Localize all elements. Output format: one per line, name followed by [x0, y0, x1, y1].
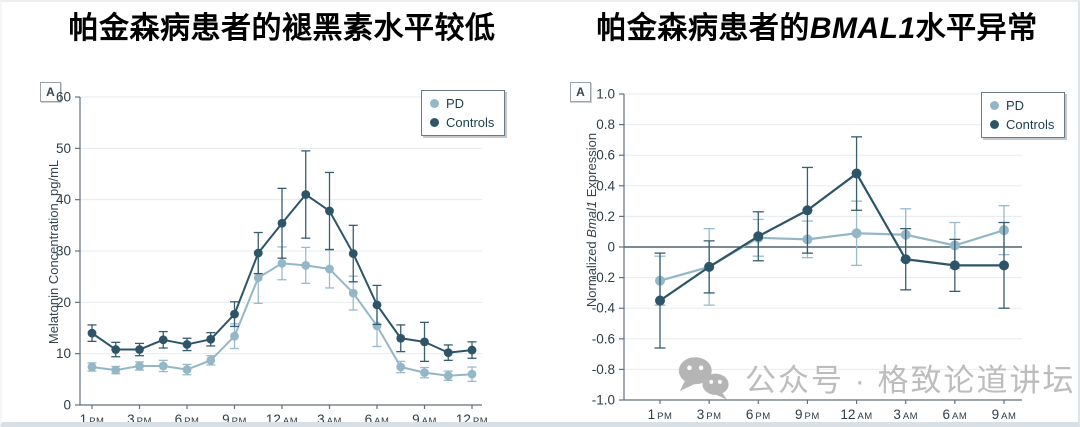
svg-text:3PM: 3 PM	[127, 412, 152, 427]
legend-marker-controls	[430, 118, 439, 127]
svg-text:0: 0	[607, 240, 615, 255]
svg-text:10: 10	[56, 346, 71, 361]
svg-text:40: 40	[56, 192, 71, 207]
legend-label: Controls	[1006, 117, 1055, 132]
svg-text:6AM: 6 AM	[365, 412, 390, 427]
right-chart-title: 帕金森病患者的BMAL1水平异常	[577, 10, 1057, 48]
svg-text:0.2: 0.2	[596, 209, 615, 224]
pd-series	[87, 246, 477, 383]
x-tick-labels: 1 PM 3 PM 6 PM 9 PM 12 AM 3 AM 6 AM 9 AM 12 PM	[80, 412, 488, 427]
bmal1-chart: -1.0 -0.8 -0.6 -0.4 -0.2 0 0.2 0.4 0.6 0.8 1.0 1 PM 3…	[592, 87, 1022, 422]
svg-text:0.4: 0.4	[596, 178, 615, 193]
legend-item-pd: PD	[430, 96, 494, 111]
svg-text:-0.8: -0.8	[592, 362, 615, 377]
legend-label: PD	[1006, 98, 1025, 113]
svg-text:-0.2: -0.2	[592, 270, 615, 285]
svg-text:3AM: 3 AM	[317, 412, 342, 427]
svg-text:-0.6: -0.6	[592, 331, 615, 346]
svg-text:6PM: 6 PM	[746, 407, 771, 422]
svg-text:-1.0: -1.0	[592, 393, 615, 408]
svg-text:1PM: 1 PM	[648, 407, 673, 422]
right-chart-legend: PD Controls	[981, 92, 1066, 138]
panel-label-a-right: A	[570, 82, 591, 102]
legend-label: PD	[446, 96, 465, 111]
svg-text:0: 0	[63, 398, 71, 413]
svg-text:6AM: 6 AM	[942, 407, 967, 422]
legend-marker-controls	[990, 120, 999, 129]
svg-text:-0.4: -0.4	[592, 301, 616, 316]
right-chart-title-prefix: 帕金森病患者的	[596, 12, 810, 45]
melatonin-chart: 0 10 20 30 40 50 60 1 PM 3 PM 6 PM 9 PM 12 AM 3 AM 6 AM 9 AM 12…	[56, 90, 488, 427]
svg-text:9AM: 9 AM	[412, 412, 437, 427]
svg-text:0.6: 0.6	[596, 148, 615, 163]
gridlines	[80, 96, 482, 355]
svg-text:0.8: 0.8	[596, 117, 615, 132]
svg-text:9PM: 9 PM	[222, 412, 247, 427]
legend-item-controls: Controls	[430, 115, 494, 130]
svg-text:50: 50	[56, 141, 71, 156]
svg-text:3PM: 3 PM	[697, 407, 722, 422]
controls-series	[654, 136, 1010, 349]
legend-item-pd: PD	[990, 98, 1054, 113]
right-chart-title-gene: BMAL1	[809, 12, 916, 45]
svg-text:30: 30	[56, 244, 71, 259]
right-chart-title-suffix: 水平异常	[915, 12, 1038, 45]
left-chart-legend: PD Controls	[421, 90, 506, 136]
y-tick-labels: -1.0 -0.8 -0.6 -0.4 -0.2 0 0.2 0.4 0.6 0.8 1.0	[592, 87, 616, 408]
axes	[75, 96, 482, 409]
svg-text:60: 60	[56, 90, 71, 105]
left-chart-title: 帕金森病患者的褪黑素水平较低	[42, 10, 522, 48]
legend-item-controls: Controls	[990, 117, 1054, 132]
svg-text:6PM: 6 PM	[175, 412, 200, 427]
legend-label: Controls	[446, 115, 495, 130]
legend-marker-pd	[430, 99, 439, 108]
gridlines	[624, 93, 1022, 370]
axes	[619, 93, 1022, 404]
left-chart-title-text: 帕金森病患者的褪黑素水平较低	[68, 12, 496, 45]
svg-text:20: 20	[56, 295, 71, 310]
svg-text:9PM: 9 PM	[795, 407, 820, 422]
y-tick-labels: 0 10 20 30 40 50 60	[56, 90, 71, 413]
svg-text:9AM: 9 AM	[992, 407, 1017, 422]
controls-series	[87, 150, 477, 363]
panel-label-a-left: A	[40, 82, 61, 102]
x-tick-labels: 1 PM 3 PM 6 PM 9 PM 12 AM 3 AM 6 AM 9 AM	[648, 407, 1017, 422]
svg-text:3AM: 3 AM	[893, 407, 918, 422]
svg-text:1.0: 1.0	[596, 87, 615, 102]
legend-marker-pd	[990, 101, 999, 110]
svg-text:1PM: 1 PM	[80, 412, 105, 427]
